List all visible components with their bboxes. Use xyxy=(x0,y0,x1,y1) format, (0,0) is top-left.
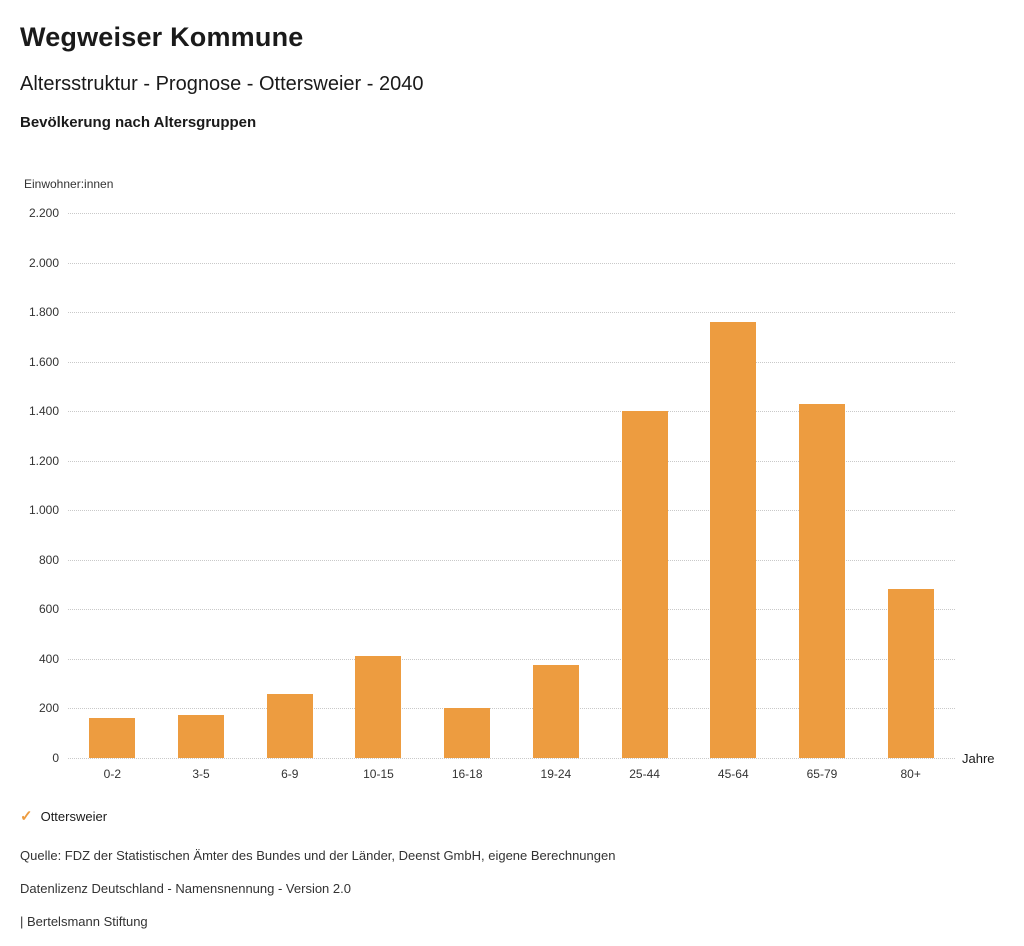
attribution-text: | Bertelsmann Stiftung xyxy=(20,914,148,929)
x-tick-label: 80+ xyxy=(900,767,921,781)
gridline xyxy=(68,213,955,214)
bar-19-24[interactable] xyxy=(532,665,579,758)
y-tick-label: 2.200 xyxy=(28,206,59,220)
gridline xyxy=(68,609,955,611)
bar-slot xyxy=(600,411,689,758)
x-tick-label: 19-24 xyxy=(540,767,572,781)
x-tick-label: 3-5 xyxy=(192,767,210,781)
source-text: Quelle: FDZ der Statistischen Ämter des … xyxy=(20,848,616,863)
gridline xyxy=(68,510,955,512)
bar-16-18[interactable] xyxy=(444,708,491,758)
bars xyxy=(68,213,955,758)
x-tick-label: 65-79 xyxy=(806,767,838,781)
y-tick-label: 1.200 xyxy=(28,453,59,468)
page-subtitle: Altersstruktur - Prognose - Ottersweier … xyxy=(20,73,424,95)
x-tick-label: 0-2 xyxy=(103,767,122,781)
y-tick-label: 600 xyxy=(38,602,59,617)
bar-0-2[interactable] xyxy=(89,718,136,758)
bar-slot xyxy=(334,655,423,758)
plot-area: 0 200 400 600 800 1.000 1.200 1.400 1.600 1.800 2.… xyxy=(29,206,955,765)
x-tick-label: 25-44 xyxy=(629,767,660,781)
bar-slot xyxy=(68,718,157,758)
y-tick-label: 800 xyxy=(38,552,59,567)
x-axis-label: Jahre xyxy=(962,751,995,766)
chart-heading: Bevölkerung nach Altersgruppen xyxy=(20,114,257,131)
y-tick-label: 200 xyxy=(38,701,59,716)
y-tick-label: 400 xyxy=(38,651,59,666)
y-tick-label: 1.800 xyxy=(28,305,59,320)
gridline xyxy=(68,708,955,710)
bar-3-5[interactable] xyxy=(178,714,225,758)
legend-item-ottersweier[interactable]: ✓ Ottersweier xyxy=(20,809,107,824)
x-tick-label: 16-18 xyxy=(451,767,483,781)
bar-slot xyxy=(245,693,334,758)
bar-slot xyxy=(157,714,246,758)
bar-25-44[interactable] xyxy=(621,411,668,758)
gridline xyxy=(68,658,955,660)
license-text: Datenlizenz Deutschland - Namensnennung … xyxy=(20,881,351,896)
bar-65-79[interactable] xyxy=(798,403,845,758)
bar-10-15[interactable] xyxy=(355,655,402,758)
legend-check-icon: ✓ xyxy=(20,808,33,825)
y-axis-unit-label: Einwohner:innen xyxy=(24,177,114,191)
y-tick-label: 1.000 xyxy=(28,503,59,518)
y-tick-label: 1.600 xyxy=(28,354,59,369)
y-tick-label: 1.400 xyxy=(28,404,59,419)
gridline xyxy=(68,460,955,462)
bar-80+[interactable] xyxy=(887,588,934,758)
gridline xyxy=(68,758,955,759)
x-tick-label: 6-9 xyxy=(281,767,299,781)
bar-6-9[interactable] xyxy=(266,693,313,758)
page-title: Wegweiser Kommune xyxy=(20,22,304,52)
gridline xyxy=(68,262,955,264)
bar-chart: 0 200 400 600 800 1.000 1.200 1.400 1.600 1.800 2.… xyxy=(29,206,995,781)
legend-label: Ottersweier xyxy=(40,809,108,824)
x-tick-label: 10-15 xyxy=(363,767,394,781)
x-axis: 0-2 3-5 6-9 10-15 16-18 19-24 25-44 45-64 65-79 8… xyxy=(68,767,955,781)
y-tick-label: 0 xyxy=(52,751,59,765)
bar-slot xyxy=(512,665,601,758)
gridline xyxy=(68,411,955,413)
y-tick-label: 2.000 xyxy=(28,255,59,270)
bar-slot xyxy=(778,403,867,758)
bar-45-64[interactable] xyxy=(710,322,757,758)
bar-slot xyxy=(866,588,955,758)
footer: Quelle: FDZ der Statistischen Ämter des … xyxy=(20,848,1004,929)
gridline xyxy=(68,312,955,314)
bar-slot xyxy=(423,708,512,758)
gridline xyxy=(68,361,955,363)
gridline xyxy=(68,559,955,561)
x-tick-label: 45-64 xyxy=(717,767,749,781)
bar-slot xyxy=(689,322,778,758)
